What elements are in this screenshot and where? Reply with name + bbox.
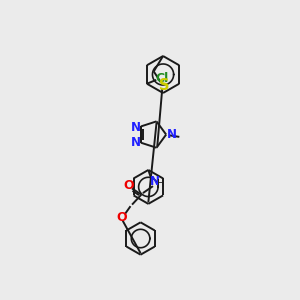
Text: O: O <box>124 179 134 192</box>
Text: N: N <box>167 128 177 141</box>
Text: N: N <box>130 136 140 149</box>
Text: O: O <box>116 211 127 224</box>
Text: Cl: Cl <box>155 72 168 85</box>
Text: H: H <box>157 179 165 189</box>
Text: S: S <box>159 78 169 93</box>
Text: N: N <box>130 121 140 134</box>
Text: N: N <box>150 175 160 188</box>
